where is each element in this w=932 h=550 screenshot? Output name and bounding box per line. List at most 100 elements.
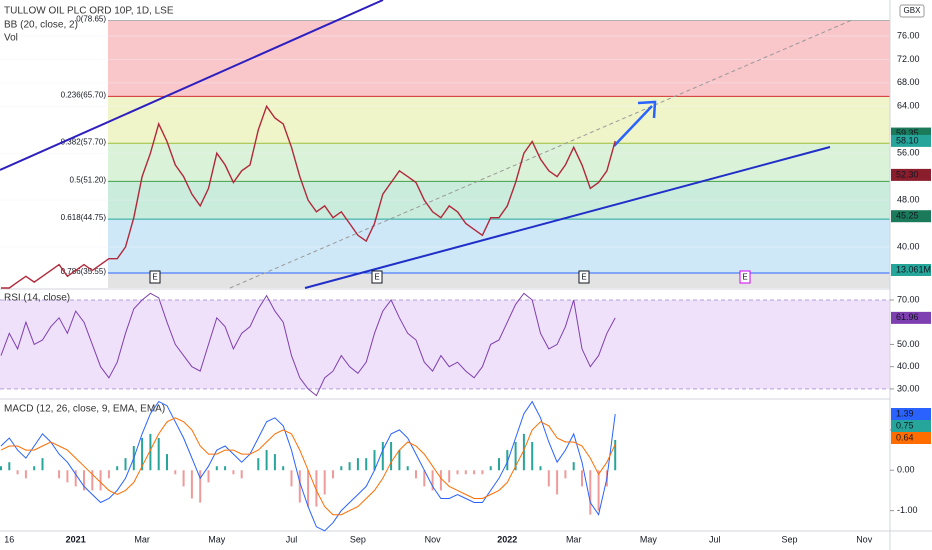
- histogram-bar: [564, 470, 567, 479]
- earnings-marker: E: [581, 273, 586, 282]
- earnings-box: [371, 270, 383, 284]
- histogram-bar: [257, 458, 260, 471]
- macd-title: MACD (12, 26, close, 9, EMA, EMA): [4, 404, 165, 415]
- indicator-label: BB (20, close, 2): [4, 20, 78, 31]
- histogram-bar: [224, 466, 227, 471]
- price-tag-label: 0.64: [896, 432, 914, 442]
- x-tick-label: 2022: [497, 534, 517, 544]
- histogram-bar: [282, 466, 285, 471]
- histogram-bar: [174, 470, 177, 475]
- histogram-bar: [74, 470, 77, 487]
- histogram-bar: [83, 470, 85, 491]
- macd-line: [0, 400, 616, 532]
- fib-label: 0.5(51.20): [70, 175, 107, 184]
- histogram-bar: [323, 470, 326, 495]
- histogram-bar: [365, 458, 368, 471]
- price-tag: [891, 134, 931, 147]
- x-tick-label: Sep: [781, 534, 797, 544]
- x-tick-label: Sep: [350, 534, 366, 544]
- x-tick-label: Jul: [709, 534, 721, 544]
- macd-line: [0, 417, 616, 516]
- histogram-bar: [398, 450, 401, 471]
- histogram-bar: [390, 441, 393, 471]
- fib-label: 0.618(44.75): [61, 213, 107, 222]
- fib-label: 0.236(65.70): [61, 90, 107, 99]
- histogram-bar: [107, 470, 110, 479]
- price-tag: [891, 168, 931, 181]
- x-tick-label: Jul: [286, 534, 298, 544]
- y-tick-label: 76.00: [897, 30, 920, 40]
- x-tick-label: Mar: [566, 534, 582, 544]
- x-tick-label: May: [640, 534, 658, 544]
- histogram-bar: [597, 470, 600, 511]
- histogram-bar: [464, 470, 467, 475]
- histogram-bar: [473, 470, 476, 475]
- fib-band: [108, 181, 890, 220]
- histogram-bar: [207, 470, 210, 483]
- rsi-title: RSI (14, close): [4, 293, 70, 304]
- price-tag: [891, 420, 931, 432]
- price-tag: [891, 264, 931, 276]
- histogram-bar: [381, 441, 384, 471]
- y-tick-label: 64.00: [897, 101, 920, 111]
- histogram-bar: [182, 470, 185, 487]
- histogram-bar: [340, 466, 343, 471]
- histogram-bar: [572, 462, 575, 471]
- price-tag: [891, 432, 931, 444]
- projection-arrow: [613, 105, 653, 147]
- symbol-title: TULLOW OIL PLC ORD 10P, 1D, LSE: [4, 6, 174, 17]
- price-tag-label: 13.061M: [896, 264, 931, 274]
- histogram-bar: [8, 462, 11, 471]
- fib-band: [108, 20, 890, 97]
- histogram-bar: [373, 450, 376, 471]
- fib-label: 0(78.65): [76, 15, 106, 24]
- y-tick-label: 40.00: [897, 361, 920, 371]
- histogram-bar: [489, 466, 492, 471]
- y-tick-label: 40.00: [897, 241, 920, 251]
- x-tick-label: Nov: [856, 534, 873, 544]
- histogram-bar: [522, 433, 525, 471]
- histogram-bar: [99, 470, 102, 491]
- histogram-bar: [232, 470, 235, 475]
- earnings-box: [149, 270, 161, 284]
- x-tick-label: 2021: [66, 534, 86, 544]
- fib-trend-line: [229, 19, 853, 289]
- histogram-bar: [514, 441, 517, 471]
- price-tag-label: 45.25: [896, 211, 919, 221]
- currency: GBX: [904, 6, 922, 15]
- histogram-bar: [273, 454, 276, 471]
- histogram-bar: [157, 437, 160, 471]
- histogram-bar: [498, 458, 500, 471]
- histogram-bar: [91, 470, 94, 491]
- histogram-bar: [240, 470, 243, 479]
- histogram-bar: [415, 470, 417, 479]
- y-tick-label: 70.00: [897, 294, 920, 304]
- histogram-bar: [423, 470, 426, 487]
- y-tick-label: 72.00: [897, 54, 920, 64]
- histogram-bar: [166, 454, 168, 471]
- x-tick-label: Nov: [425, 534, 442, 544]
- price-tag: [891, 210, 931, 223]
- histogram-bar: [581, 470, 583, 487]
- histogram-bar: [315, 470, 318, 507]
- y-tick-label: 48.00: [897, 194, 920, 204]
- histogram-bar: [199, 470, 202, 503]
- trend-line: [0, 0, 384, 171]
- histogram-bar: [348, 462, 351, 471]
- price-tag-label: 58.10: [896, 135, 919, 145]
- histogram-bar: [298, 470, 301, 503]
- earnings-box: [739, 270, 751, 284]
- fib-band: [108, 219, 890, 274]
- price-tag: [891, 408, 931, 420]
- fib-label: 0.786(35.55): [61, 267, 107, 276]
- histogram-bar: [24, 470, 27, 479]
- price-tag-label: 59.35: [896, 128, 919, 138]
- histogram-bar: [265, 450, 268, 471]
- histogram-bar: [41, 458, 44, 471]
- price-tag-label: 52.30: [896, 169, 919, 179]
- histogram-bar: [33, 466, 36, 471]
- earnings-marker: E: [742, 273, 747, 282]
- y-tick-label: 50.00: [897, 339, 920, 349]
- rsi-line: [0, 292, 616, 397]
